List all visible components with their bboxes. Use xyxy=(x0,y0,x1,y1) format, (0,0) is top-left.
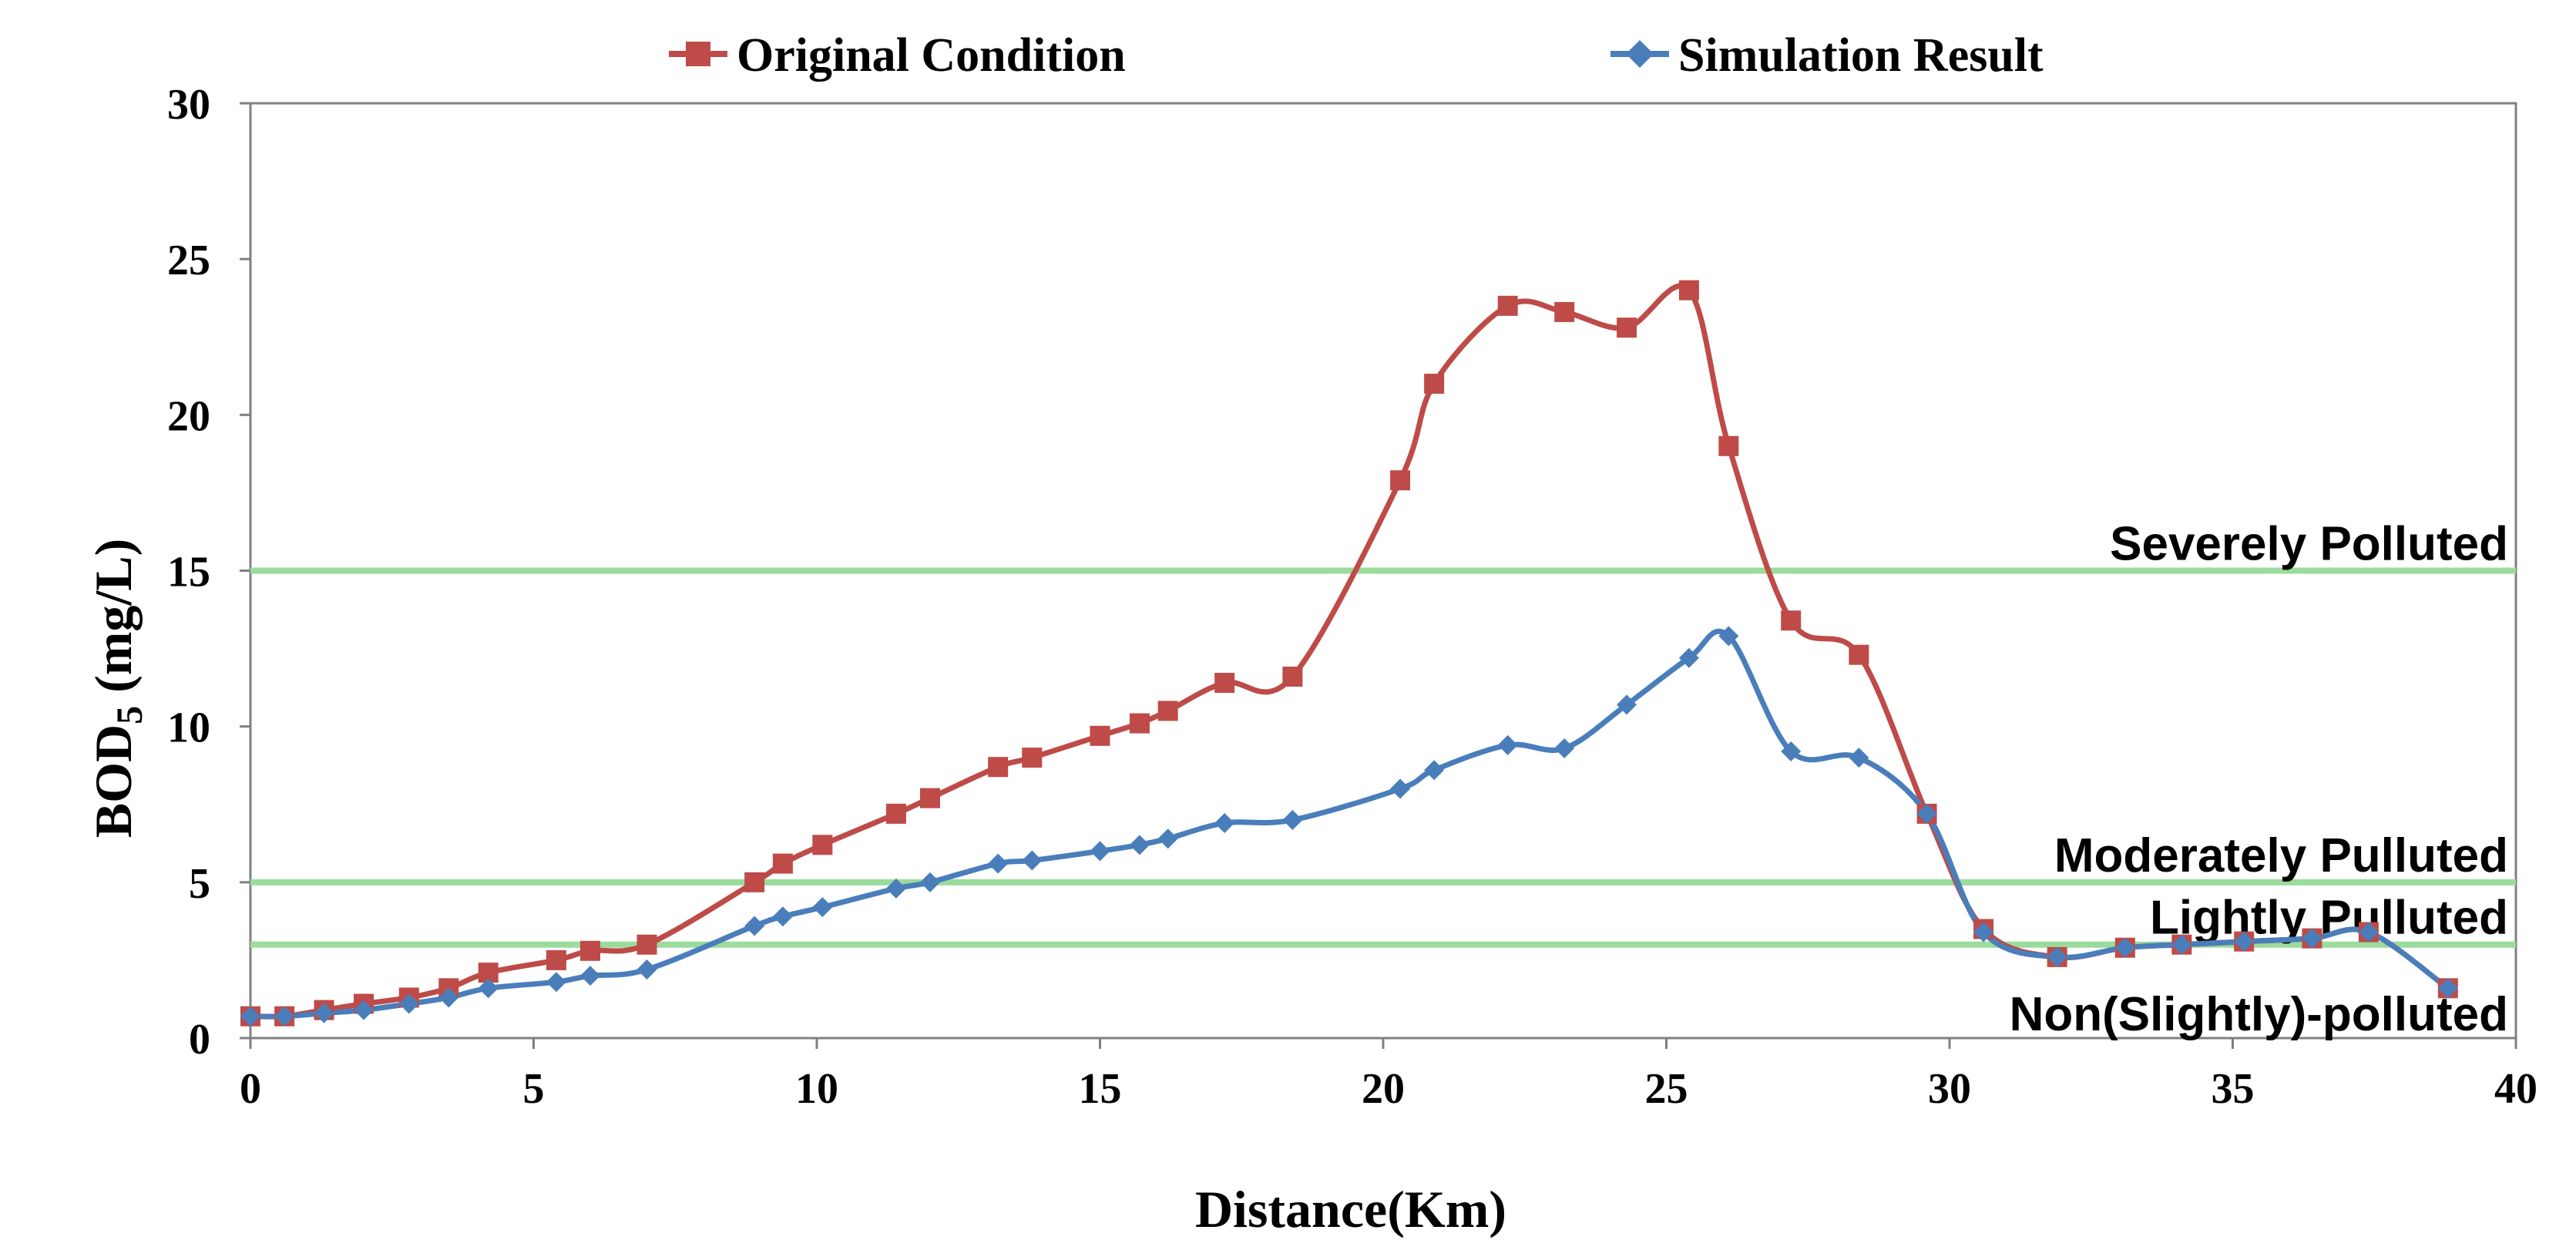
data-point-original xyxy=(744,872,765,892)
data-point-original xyxy=(580,940,600,961)
data-point-original xyxy=(1554,301,1575,322)
data-point-original xyxy=(1849,644,1869,665)
y-axis-title: BOD5 (mg/L) xyxy=(84,539,150,838)
data-point-original xyxy=(1781,610,1802,631)
data-point-simulation xyxy=(1781,741,1802,762)
series-line-simulation xyxy=(250,628,2450,1020)
data-point-simulation xyxy=(2171,934,2192,955)
x-tick-label: 0 xyxy=(240,1065,261,1113)
reference-line-label: Moderately Pulluted xyxy=(2054,829,2508,882)
y-axis-title-unit: (mg/L) xyxy=(84,539,143,706)
data-point-simulation xyxy=(274,1006,295,1027)
data-point-original xyxy=(1214,673,1235,694)
legend-swatch-simulation-marker xyxy=(1626,40,1654,68)
data-point-simulation xyxy=(1849,748,1869,768)
data-point-original xyxy=(546,949,566,970)
x-tick-label: 25 xyxy=(1645,1065,1688,1113)
y-tick-label: 15 xyxy=(167,549,210,596)
series-line-original xyxy=(250,283,2450,1020)
y-tick-label: 0 xyxy=(189,1016,210,1064)
y-tick-label: 10 xyxy=(167,704,210,752)
data-point-simulation xyxy=(1157,828,1178,849)
data-point-simulation xyxy=(636,959,657,980)
data-point-simulation xyxy=(1214,813,1235,834)
data-point-simulation xyxy=(2302,928,2322,949)
data-point-simulation xyxy=(2234,931,2255,952)
data-point-simulation xyxy=(546,972,566,993)
data-point-original xyxy=(920,788,940,808)
x-tick-label: 10 xyxy=(795,1065,838,1113)
y-tick-label: 30 xyxy=(167,81,210,129)
x-tick-label: 5 xyxy=(523,1065,545,1113)
data-point-original xyxy=(812,835,833,855)
data-point-simulation xyxy=(1973,922,1994,943)
x-tick-label: 35 xyxy=(2212,1065,2255,1113)
data-point-original xyxy=(1022,748,1043,768)
x-tick-label: 30 xyxy=(1928,1065,1971,1113)
data-point-simulation xyxy=(240,1006,260,1027)
data-point-simulation xyxy=(580,966,600,986)
data-point-simulation xyxy=(1554,738,1575,758)
data-point-simulation xyxy=(478,978,499,999)
data-point-simulation xyxy=(988,853,1009,874)
data-point-simulation xyxy=(1424,760,1445,781)
y-axis-title-main: BOD xyxy=(84,724,143,838)
data-point-simulation xyxy=(398,993,419,1014)
data-point-simulation xyxy=(920,872,940,892)
data-point-original xyxy=(1678,280,1699,301)
plot-area: 0 5 10 15 20 25 30 35 40 0 5 10 15 20 25 30 Severely Pol… xyxy=(167,81,2537,1113)
data-point-simulation xyxy=(1090,841,1110,862)
data-point-simulation xyxy=(2114,937,2135,958)
x-tick-label: 15 xyxy=(1079,1065,1122,1113)
x-tick-label: 20 xyxy=(1362,1065,1405,1113)
legend-label-simulation: Simulation Result xyxy=(1678,29,2044,82)
y-axis-title-subscript: 5 xyxy=(109,706,150,724)
data-point-original xyxy=(1090,725,1110,746)
data-point-original xyxy=(1718,435,1739,456)
data-point-original xyxy=(1424,373,1445,394)
data-point-simulation xyxy=(1617,694,1637,715)
data-point-simulation xyxy=(772,906,793,927)
reference-line-label: Non(Slightly)-polluted xyxy=(2010,988,2508,1041)
reference-line-label: Severely Polluted xyxy=(2110,518,2508,571)
y-tick-label: 25 xyxy=(167,237,210,284)
data-point-original xyxy=(1497,295,1518,316)
legend-label-original: Original Condition xyxy=(737,29,1126,82)
legend-item-original: Original Condition xyxy=(669,29,1126,82)
data-point-original xyxy=(1129,713,1150,734)
data-point-simulation xyxy=(1282,809,1303,830)
data-point-original xyxy=(1282,666,1303,687)
data-point-original xyxy=(988,757,1009,778)
data-point-simulation xyxy=(2437,978,2458,999)
data-point-simulation xyxy=(2047,946,2067,967)
data-point-simulation xyxy=(2358,922,2379,943)
legend-swatch-original-marker xyxy=(686,42,710,66)
data-point-simulation xyxy=(1390,778,1411,799)
data-point-simulation xyxy=(1129,835,1150,855)
data-point-original xyxy=(1617,318,1637,338)
data-point-original xyxy=(772,853,793,874)
data-point-simulation xyxy=(744,916,765,936)
data-point-simulation xyxy=(314,1003,334,1023)
data-point-original xyxy=(636,934,657,955)
data-point-original xyxy=(885,803,906,824)
y-tick-label: 20 xyxy=(167,392,210,440)
data-point-original xyxy=(1390,470,1411,491)
data-point-simulation xyxy=(1718,626,1739,647)
data-point-simulation xyxy=(1497,734,1518,755)
data-point-simulation xyxy=(1916,803,1937,824)
x-axis-title: Distance(Km) xyxy=(1195,1180,1506,1238)
y-tick-label: 5 xyxy=(189,860,210,908)
x-tick-label: 40 xyxy=(2494,1065,2537,1113)
legend-item-simulation: Simulation Result xyxy=(1610,29,2044,82)
data-point-simulation xyxy=(354,1000,374,1020)
data-point-simulation xyxy=(1022,850,1043,871)
data-point-simulation xyxy=(1678,647,1699,668)
data-point-simulation xyxy=(812,897,833,918)
legend: Original Condition Simulation Result xyxy=(669,29,2044,82)
data-point-original xyxy=(1157,701,1178,721)
data-point-simulation xyxy=(885,878,906,899)
data-point-simulation xyxy=(438,987,459,1008)
